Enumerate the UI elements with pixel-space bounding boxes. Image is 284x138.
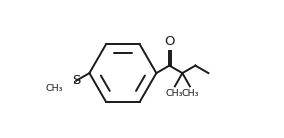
Text: S: S: [72, 74, 81, 87]
Text: CH₃: CH₃: [182, 89, 199, 98]
Text: O: O: [164, 35, 175, 48]
Text: CH₃: CH₃: [165, 89, 183, 98]
Text: CH₃: CH₃: [45, 84, 63, 93]
